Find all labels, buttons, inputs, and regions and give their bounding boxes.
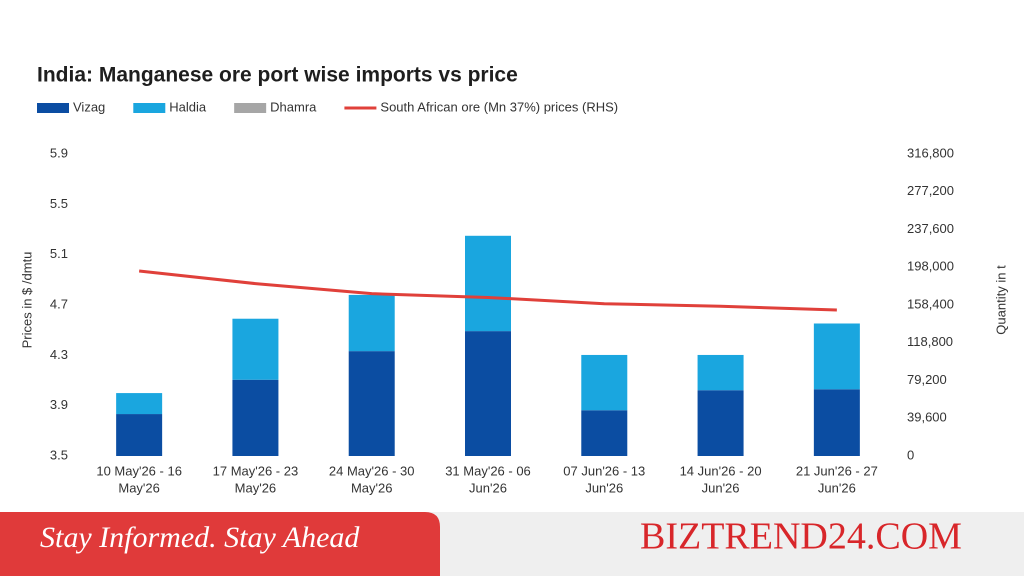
legend-swatch [133,103,166,113]
x-tick-label: May'26 [118,480,160,495]
x-tick-label: May'26 [235,480,277,495]
legend-swatch [234,103,267,113]
bar [465,235,511,332]
y-tick-label: 4.7 [50,296,68,311]
y2-tick-label: 0 [907,447,914,462]
x-tick-label: 14 Jun'26 - 20 [680,463,762,478]
bar [581,354,628,411]
bar [697,354,744,391]
y2-tick-label: 158,400 [907,296,954,311]
bar [348,294,395,352]
bar [813,389,860,456]
bar [581,410,628,456]
x-tick-label: 07 Jun'26 - 13 [563,463,645,478]
bar [232,318,279,380]
bar [116,393,163,415]
banner-brand: BIZTREND24.COM [640,516,962,558]
y-tick-label: 5.1 [50,246,68,261]
y-tick-label: 3.5 [50,447,68,462]
x-tick-label: May'26 [351,480,393,495]
x-tick-label: Jun'26 [702,480,740,495]
legend-label: Dhamra [270,99,317,114]
legend-label: Haldia [169,99,207,114]
bar [813,323,860,390]
y2-tick-label: 237,600 [907,221,954,236]
bar [116,414,163,456]
y-tick-label: 4.3 [50,347,68,362]
bar [697,390,744,456]
x-tick-label: Jun'26 [469,480,507,495]
x-tick-label: Jun'26 [818,480,856,495]
x-tick-label: 17 May'26 - 23 [213,463,299,478]
y2-axis-title: Quantity in t [993,265,1008,335]
bar [232,379,279,456]
x-tick-label: 10 May'26 - 16 [96,463,182,478]
banner-tagline: Stay Informed. Stay Ahead [40,521,360,554]
price-line [138,269,837,312]
y2-tick-label: 39,600 [907,410,947,425]
y2-tick-label: 316,800 [907,145,954,160]
y2-tick-label: 118,800 [907,334,953,349]
y-tick-label: 5.5 [50,196,68,211]
x-tick-label: Jun'26 [585,480,623,495]
y2-tick-label: 79,200 [907,372,947,387]
y-tick-label: 3.9 [50,397,68,412]
x-tick-label: 24 May'26 - 30 [329,463,415,478]
y-axis-title: Prices in $ /dmtu [19,252,34,349]
chart-title: India: Manganese ore port wise imports v… [37,64,518,87]
bar [348,351,395,456]
legend-label: South African ore (Mn 37%) prices (RHS) [380,99,618,114]
bar [465,331,511,456]
y2-tick-label: 198,000 [907,259,954,274]
x-tick-label: 21 Jun'26 - 27 [796,463,878,478]
x-tick-label: 31 May'26 - 06 [445,463,531,478]
legend-swatch [37,103,69,113]
banner-tag [0,512,440,576]
legend-label: Vizag [73,99,105,114]
y-tick-label: 5.9 [50,145,68,160]
y2-tick-label: 277,200 [907,183,954,198]
